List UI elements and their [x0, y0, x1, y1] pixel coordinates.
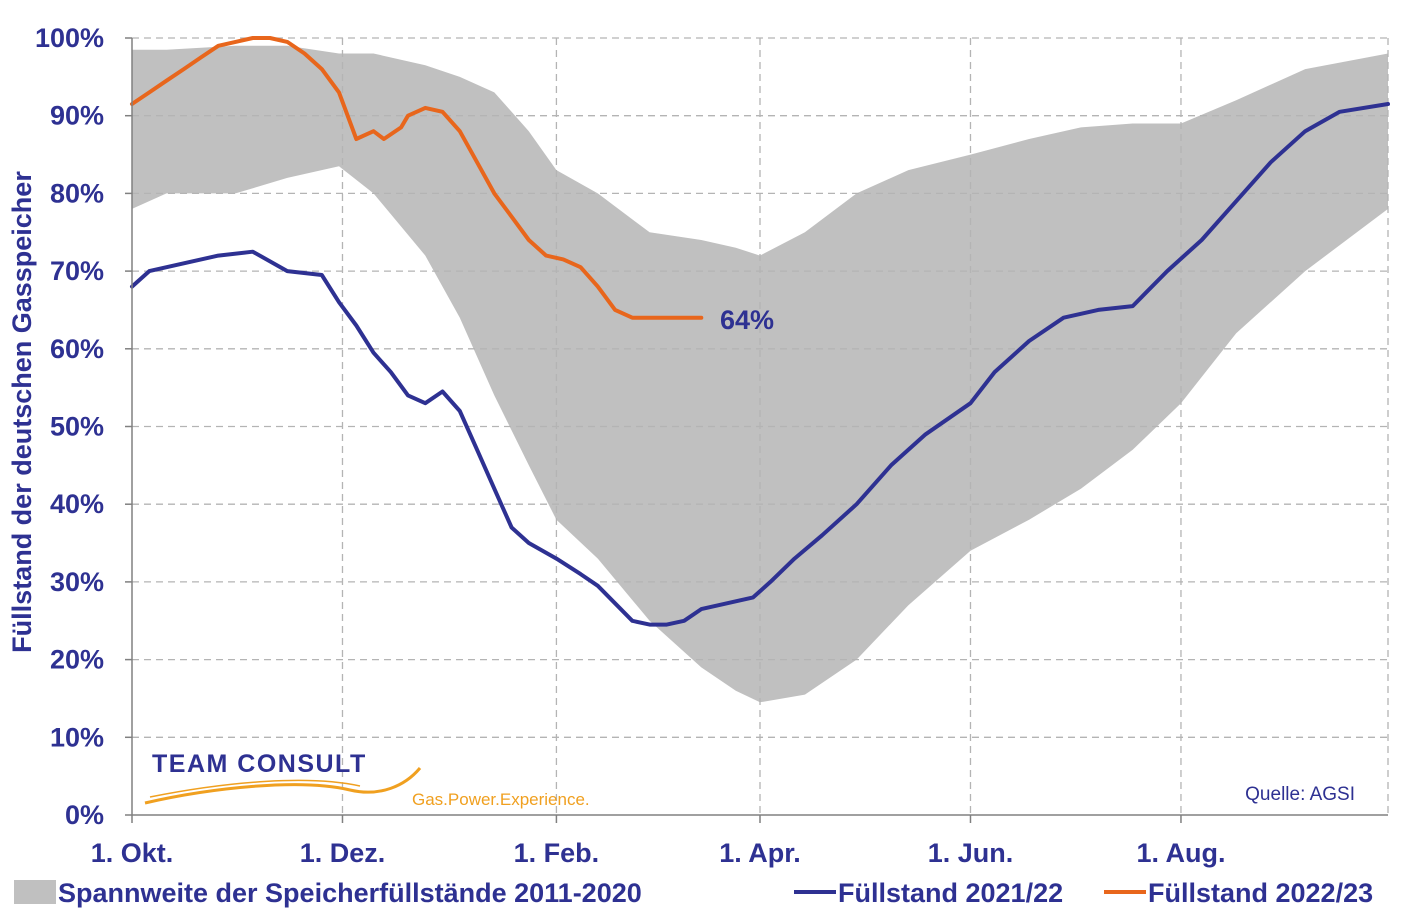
y-tick-label-3: 30% [50, 567, 104, 597]
logo-tagline: Gas.Power.Experience. [412, 790, 590, 809]
y-tick-label-4: 40% [50, 489, 104, 519]
y-tick-label-1: 10% [50, 722, 104, 752]
y-tick-label-0: 0% [65, 800, 104, 830]
legend: Spannweite der Speicherfüllstände 2011-2… [14, 878, 1373, 908]
logo-swoosh-2 [149, 779, 361, 798]
logo-swoosh [144, 767, 422, 805]
x-tick-label-0: 1. Okt. [91, 838, 174, 868]
x-tick-label-1: 1. Dez. [300, 838, 386, 868]
team-consult-logo: TEAM CONSULT Gas.Power.Experience. [144, 750, 590, 809]
x-tick-label-4: 1. Jun. [928, 838, 1014, 868]
series-line-2022-23 [130, 36, 704, 320]
legend-line2223-label: Füllstand 2022/23 [1148, 878, 1373, 908]
axis-layer: 0% 10% 20% 30% 40% 50% 60% 70% 80% 90% 100% 1. Okt.… [35, 23, 1388, 868]
y-tick-label-5: 50% [50, 412, 104, 442]
annotation-64-percent: 64% [720, 305, 774, 335]
series-lines-layer [130, 36, 1390, 627]
x-tick-label-2: 1. Feb. [514, 838, 600, 868]
grid-layer [132, 37, 1389, 815]
legend-line2122-label: Füllstand 2021/22 [838, 878, 1063, 908]
series-line-2021-22 [130, 102, 1390, 627]
y-tick-label-2: 20% [50, 645, 104, 675]
y-tick-label-9: 90% [50, 101, 104, 131]
legend-band-label: Spannweite der Speicherfüllstände 2011-2… [58, 878, 642, 908]
x-tick-label-5: 1. Aug. [1136, 838, 1225, 868]
y-axis-label: Füllstand der deutschen Gasspeicher [7, 171, 37, 653]
y-tick-label-10: 100% [35, 23, 104, 53]
y-tick-label-7: 70% [50, 256, 104, 286]
y-tick-label-8: 80% [50, 178, 104, 208]
source-label: Quelle: AGSI [1245, 784, 1355, 805]
x-tick-label-3: 1. Apr. [719, 838, 801, 868]
logo-wordmark: TEAM CONSULT [152, 750, 367, 778]
legend-band-swatch [14, 880, 56, 904]
y-tick-label-6: 60% [50, 334, 104, 364]
